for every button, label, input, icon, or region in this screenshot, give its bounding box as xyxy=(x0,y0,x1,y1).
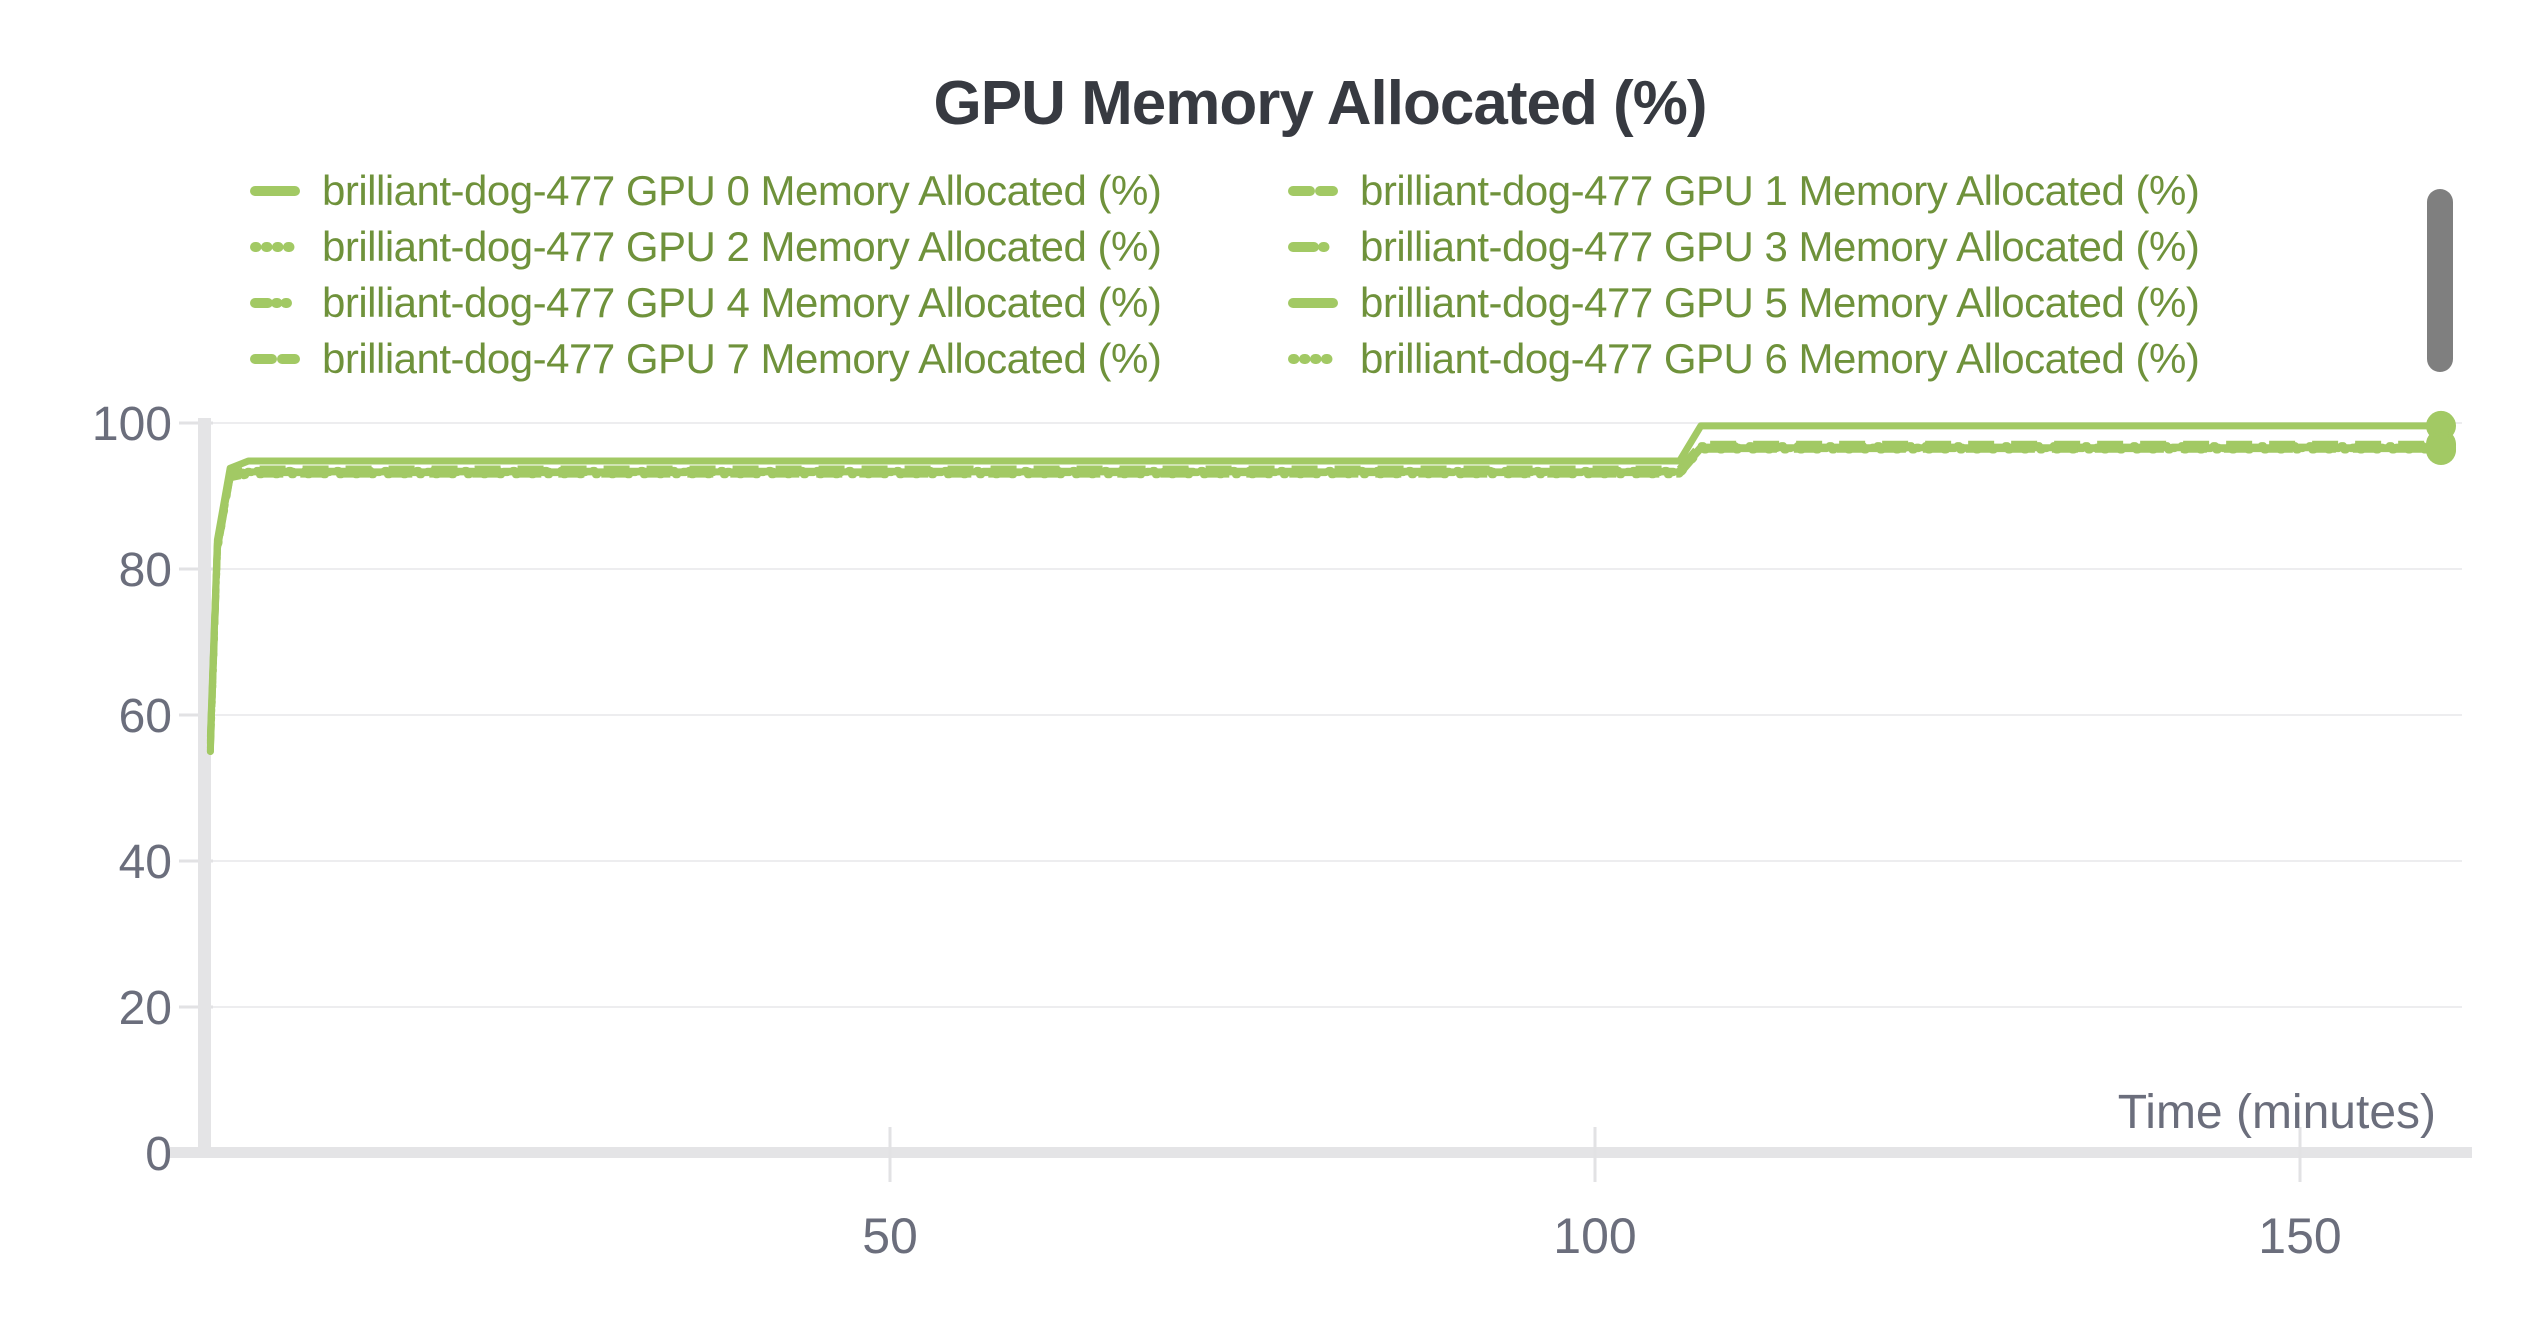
legend-swatch-icon xyxy=(1288,354,1338,364)
legend-swatch-icon xyxy=(250,186,300,196)
legend-label: brilliant-dog-477 GPU 3 Memory Allocated… xyxy=(1360,223,2200,270)
legend-item-gpu-5: brilliant-dog-477 GPU 5 Memory Allocated… xyxy=(1288,275,2200,331)
legend-item-gpu-4: brilliant-dog-477 GPU 4 Memory Allocated… xyxy=(250,275,1288,331)
legend-label: brilliant-dog-477 GPU 4 Memory Allocated… xyxy=(322,279,1162,326)
legend-item-gpu-0: brilliant-dog-477 GPU 0 Memory Allocated… xyxy=(250,163,1288,219)
legend-label: brilliant-dog-477 GPU 5 Memory Allocated… xyxy=(1360,279,2200,326)
series-end-dot-gpu-6 xyxy=(2426,435,2456,466)
series-line-gpu-4 xyxy=(206,445,2445,752)
legend-label: brilliant-dog-477 GPU 6 Memory Allocated… xyxy=(1360,335,2200,382)
legend-swatch-icon xyxy=(1288,186,1338,196)
series-line-gpu-7 xyxy=(206,445,2441,751)
series-line-gpu-5 xyxy=(206,444,2441,743)
y-tick-label: 0 xyxy=(145,1128,172,1181)
legend-item-gpu-1: brilliant-dog-477 GPU 1 Memory Allocated… xyxy=(1288,163,2200,219)
legend-label: brilliant-dog-477 GPU 2 Memory Allocated… xyxy=(322,223,1162,270)
legend-swatch-icon xyxy=(1288,242,1338,252)
legend-label: brilliant-dog-477 GPU 7 Memory Allocated… xyxy=(322,335,1162,382)
legend-label: brilliant-dog-477 GPU 1 Memory Allocated… xyxy=(1360,167,2200,214)
legend-label: brilliant-dog-477 GPU 0 Memory Allocated… xyxy=(322,167,1162,214)
legend-swatch-icon xyxy=(250,242,300,252)
legend-swatch-icon xyxy=(250,298,300,308)
series-line-gpu-2 xyxy=(206,442,2445,755)
x-tick-label: 150 xyxy=(2258,1208,2341,1264)
legend-item-gpu-3: brilliant-dog-477 GPU 3 Memory Allocated… xyxy=(1288,219,2200,275)
y-tick-label: 60 xyxy=(119,690,172,743)
x-axis-label: Time (minutes) xyxy=(2118,1086,2436,1139)
x-tick-label: 50 xyxy=(862,1208,918,1264)
legend-item-gpu-7: brilliant-dog-477 GPU 7 Memory Allocated… xyxy=(250,331,1288,387)
series-line-gpu-3 xyxy=(206,443,2445,744)
series-line-gpu-1 xyxy=(206,440,2441,745)
y-axis-line xyxy=(198,418,211,1158)
scrollbar-thumb[interactable] xyxy=(2427,189,2453,372)
y-tick-label: 20 xyxy=(119,982,172,1035)
y-tick-label: 40 xyxy=(119,836,172,889)
legend-item-gpu-2: brilliant-dog-477 GPU 2 Memory Allocated… xyxy=(250,219,1288,275)
y-tick-label: 80 xyxy=(119,544,172,597)
x-axis-line xyxy=(170,1147,2472,1158)
chart-title: GPU Memory Allocated (%) xyxy=(933,69,1708,138)
y-tick-label: 100 xyxy=(92,398,172,451)
legend-swatch-icon xyxy=(250,354,300,364)
legend-swatch-icon xyxy=(1288,298,1338,308)
series-line-gpu-6 xyxy=(206,446,2445,755)
legend: brilliant-dog-477 GPU 0 Memory Allocated… xyxy=(250,163,2200,387)
x-tick-label: 100 xyxy=(1553,1208,1636,1264)
legend-item-gpu-6: brilliant-dog-477 GPU 6 Memory Allocated… xyxy=(1288,331,2200,387)
